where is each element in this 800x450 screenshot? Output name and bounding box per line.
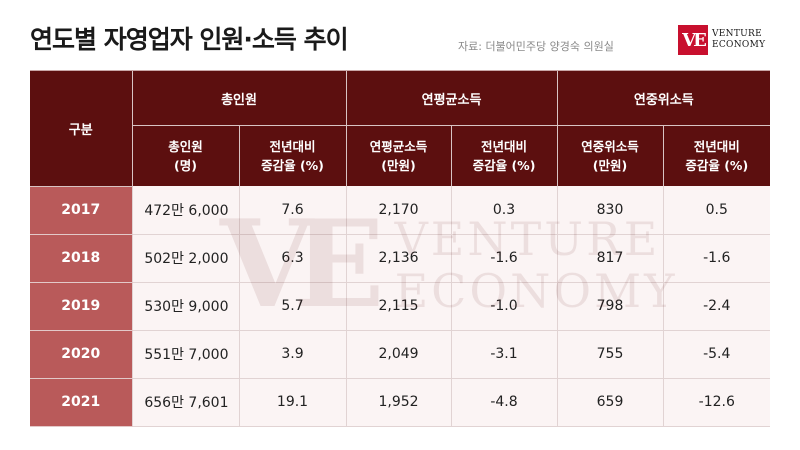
people-change-cell: 6.3: [239, 234, 347, 283]
average-income-cell: 2,115: [346, 282, 452, 331]
logo-mark: VE: [678, 25, 708, 55]
total-people-cell: 551만 7,000: [132, 330, 240, 379]
table-row: 2018 502만 2,000 6.3 2,136 -1.6 817 -1.6: [30, 234, 771, 283]
page-title: 연도별 자영업자 인원·소득 추이: [30, 25, 349, 54]
subheader-average-change: 전년대비 증감율 (%): [451, 125, 558, 186]
median-income-cell: 755: [557, 330, 664, 379]
header-group-total-people: 총인원: [132, 71, 347, 126]
average-change-cell: 0.3: [451, 186, 558, 235]
average-income-cell: 2,049: [346, 330, 452, 379]
year-cell: 2017: [30, 186, 133, 235]
average-income-cell: 2,136: [346, 234, 452, 283]
median-income-cell: 659: [557, 378, 664, 427]
header-group-average-income: 연평균소득: [346, 71, 558, 126]
average-income-cell: 1,952: [346, 378, 452, 427]
median-income-cell: 830: [557, 186, 664, 235]
year-cell: 2019: [30, 282, 133, 331]
table-row: 2017 472만 6,000 7.6 2,170 0.3 830 0.5: [30, 186, 771, 235]
table-row: 2020 551만 7,000 3.9 2,049 -3.1 755 -5.4: [30, 330, 771, 379]
median-change-cell: -12.6: [663, 378, 771, 427]
table-row: 2021 656만 7,601 19.1 1,952 -4.8 659 -12.…: [30, 378, 771, 427]
total-people-cell: 502만 2,000: [132, 234, 240, 283]
source-note: 자료: 더불어민주당 양경숙 의원실: [458, 40, 614, 53]
income-table-container: 구분 총인원 연평균소득 연중위소득 총인원 (명) 전년대비 증감율 (%) 연평…: [30, 70, 771, 427]
header-category: 구분: [30, 71, 133, 187]
median-change-cell: 0.5: [663, 186, 771, 235]
total-people-cell: 530만 9,000: [132, 282, 240, 331]
header-group-median-income: 연중위소득: [557, 71, 771, 126]
people-change-cell: 3.9: [239, 330, 347, 379]
people-change-cell: 5.7: [239, 282, 347, 331]
table-row: 2019 530만 9,000 5.7 2,115 -1.0 798 -2.4: [30, 282, 771, 331]
average-change-cell: -3.1: [451, 330, 558, 379]
total-people-cell: 656만 7,601: [132, 378, 240, 427]
income-table: 구분 총인원 연평균소득 연중위소득 총인원 (명) 전년대비 증감율 (%) 연평…: [30, 71, 771, 427]
average-income-cell: 2,170: [346, 186, 452, 235]
median-income-cell: 798: [557, 282, 664, 331]
year-cell: 2020: [30, 330, 133, 379]
average-change-cell: -1.6: [451, 234, 558, 283]
year-cell: 2018: [30, 234, 133, 283]
subheader-median-change: 전년대비 증감율 (%): [663, 125, 771, 186]
total-people-cell: 472만 6,000: [132, 186, 240, 235]
logo-line-2: ECONOMY: [712, 40, 766, 50]
people-change-cell: 19.1: [239, 378, 347, 427]
average-change-cell: -1.0: [451, 282, 558, 331]
average-change-cell: -4.8: [451, 378, 558, 427]
people-change-cell: 7.6: [239, 186, 347, 235]
subheader-median-income: 연중위소득 (만원): [557, 125, 664, 186]
subheader-total-people: 총인원 (명): [132, 125, 240, 186]
subheader-people-change: 전년대비 증감율 (%): [239, 125, 347, 186]
logo-line-1: VENTURE: [712, 29, 762, 39]
median-income-cell: 817: [557, 234, 664, 283]
median-change-cell: -5.4: [663, 330, 771, 379]
subheader-average-income: 연평균소득 (만원): [346, 125, 452, 186]
median-change-cell: -1.6: [663, 234, 771, 283]
venture-economy-logo: VE VENTURE ECONOMY: [678, 25, 765, 55]
median-change-cell: -2.4: [663, 282, 771, 331]
logo-wordmark: VENTURE ECONOMY: [712, 29, 765, 51]
year-cell: 2021: [30, 378, 133, 427]
